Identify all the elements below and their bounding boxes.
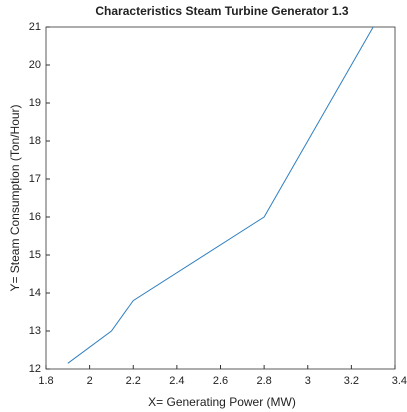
plot-frame (45, 26, 396, 370)
x-tick-label: 3 (305, 375, 311, 387)
y-tick-label: 19 (29, 97, 41, 109)
x-tick-label: 2.6 (213, 375, 228, 387)
y-tick-label: 13 (29, 325, 41, 337)
chart-title: Characteristics Steam Turbine Generator … (95, 4, 349, 18)
x-tick-label: 3.4 (392, 375, 407, 387)
y-tick-label: 16 (29, 211, 41, 223)
x-tick-label: 2.4 (169, 375, 184, 387)
x-tick-label: 1.8 (38, 375, 53, 387)
y-tick-label: 12 (29, 363, 41, 375)
data-line (67, 26, 374, 364)
x-tick-label: 2.8 (256, 375, 271, 387)
x-tick-label: 2.2 (126, 375, 141, 387)
y-tick-label: 15 (29, 249, 41, 261)
x-tick-label: 2 (87, 375, 93, 387)
y-axis-label: Y= Steam Consumption (Ton/Hour) (8, 104, 22, 291)
y-tick-label: 17 (29, 173, 41, 185)
x-axis-label: X= Generating Power (MW) (148, 395, 296, 409)
y-tick-label: 21 (29, 21, 41, 33)
y-tick-label: 14 (29, 287, 41, 299)
x-tick-label: 3.2 (344, 375, 359, 387)
y-tick-label: 20 (29, 59, 41, 71)
y-tick-label: 18 (29, 135, 41, 147)
